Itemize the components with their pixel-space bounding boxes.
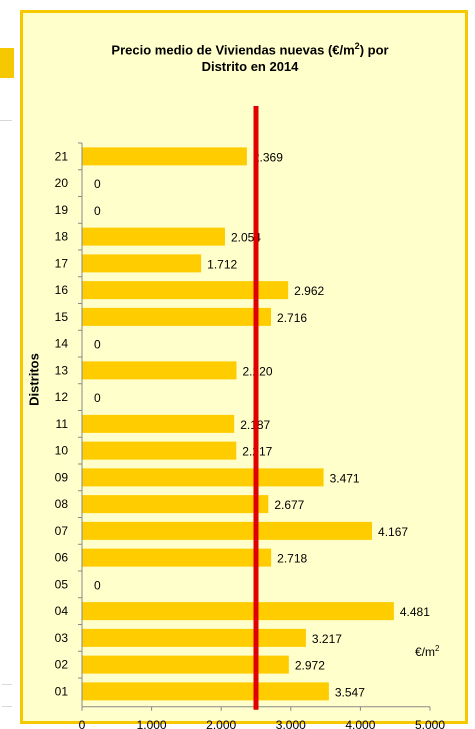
title-main: Precio medio de Viviendas nuevas (€/m [111,42,355,58]
left-divider-line [2,706,12,707]
y-tick-label-11: 11 [56,417,69,431]
bar-15 [82,307,272,326]
value-label-14: 0 [94,338,101,352]
x-tick-label: 1.000 [137,718,167,729]
value-label-03: 3.217 [312,632,342,646]
value-label-17: 1.712 [207,257,237,271]
x-tick-label: 5.000 [415,718,445,729]
y-tick-label-09: 09 [55,470,69,484]
value-label-12: 0 [94,391,101,405]
bar-13 [82,361,237,380]
value-label-05: 0 [94,578,101,592]
bar-18 [82,227,225,246]
y-tick-label-07: 07 [55,524,69,538]
bar-17 [82,254,202,273]
title-line-2: Distrito en 2014 [201,59,299,75]
bar-07 [82,521,373,540]
value-label-20: 0 [94,177,101,191]
bar-08 [82,495,269,514]
y-tick-label-12: 12 [55,390,69,404]
value-label-16: 2.962 [294,284,324,298]
bars-group [82,147,394,701]
y-tick-label-02: 02 [55,658,69,672]
bar-11 [82,414,235,433]
unit-label: €/m2 [415,644,439,659]
y-tick-label-01: 01 [55,684,69,698]
x-tick-label: 0 [79,718,86,729]
value-label-02: 2.972 [295,659,325,673]
y-tick-label-18: 18 [55,230,69,244]
y-tick-label-15: 15 [55,310,69,324]
left-divider-line [0,120,12,121]
y-tick-label-13: 13 [55,363,69,377]
y-tick-label-05: 05 [55,577,69,591]
bar-16 [82,281,289,300]
value-label-21: 2.369 [253,150,283,164]
value-label-09: 3.471 [330,471,360,485]
value-label-08: 2.677 [274,498,304,512]
y-tick-label-14: 14 [55,337,69,351]
y-tick-label-06: 06 [55,551,69,565]
bar-06 [82,548,272,567]
y-tick-label-17: 17 [55,256,69,270]
bar-09 [82,468,324,487]
value-label-15: 2.716 [277,311,307,325]
left-divider-line [2,684,12,685]
y-tick-label-16: 16 [55,283,69,297]
x-tick-label: 2.000 [206,718,236,729]
bar-02 [82,655,289,674]
value-label-06: 2.718 [277,552,307,566]
bar-21 [82,147,247,166]
y-tick-label-21: 21 [55,149,69,163]
unit-superscript: 2 [435,644,440,653]
chart-title: Precio medio de Viviendas nuevas (€/m2) … [60,38,440,75]
bar-10 [82,441,237,460]
value-label-07: 4.167 [378,525,408,539]
value-label-04: 4.481 [400,605,430,619]
bar-01 [82,682,329,701]
bar-04 [82,602,394,621]
reference-line [253,106,259,710]
left-accent-bar [0,48,14,78]
title-superscript: 2 [354,41,360,51]
unit-base: €/m [415,645,436,659]
title-tail: ) por [359,42,389,58]
reference-line-group [253,106,259,710]
y-tick-label-19: 19 [55,203,69,217]
axes-group: 2120191817161514131211100908070605040302… [55,142,445,729]
value-label-01: 3.547 [335,685,365,699]
y-tick-label-04: 04 [55,604,69,618]
y-tick-label-08: 08 [55,497,69,511]
y-tick-label-20: 20 [55,176,69,190]
bar-03 [82,628,306,647]
x-tick-label: 3.000 [276,718,306,729]
y-tick-label-10: 10 [55,444,69,458]
x-tick-label: 4.000 [345,718,375,729]
y-tick-label-03: 03 [55,631,69,645]
value-label-19: 0 [94,204,101,218]
